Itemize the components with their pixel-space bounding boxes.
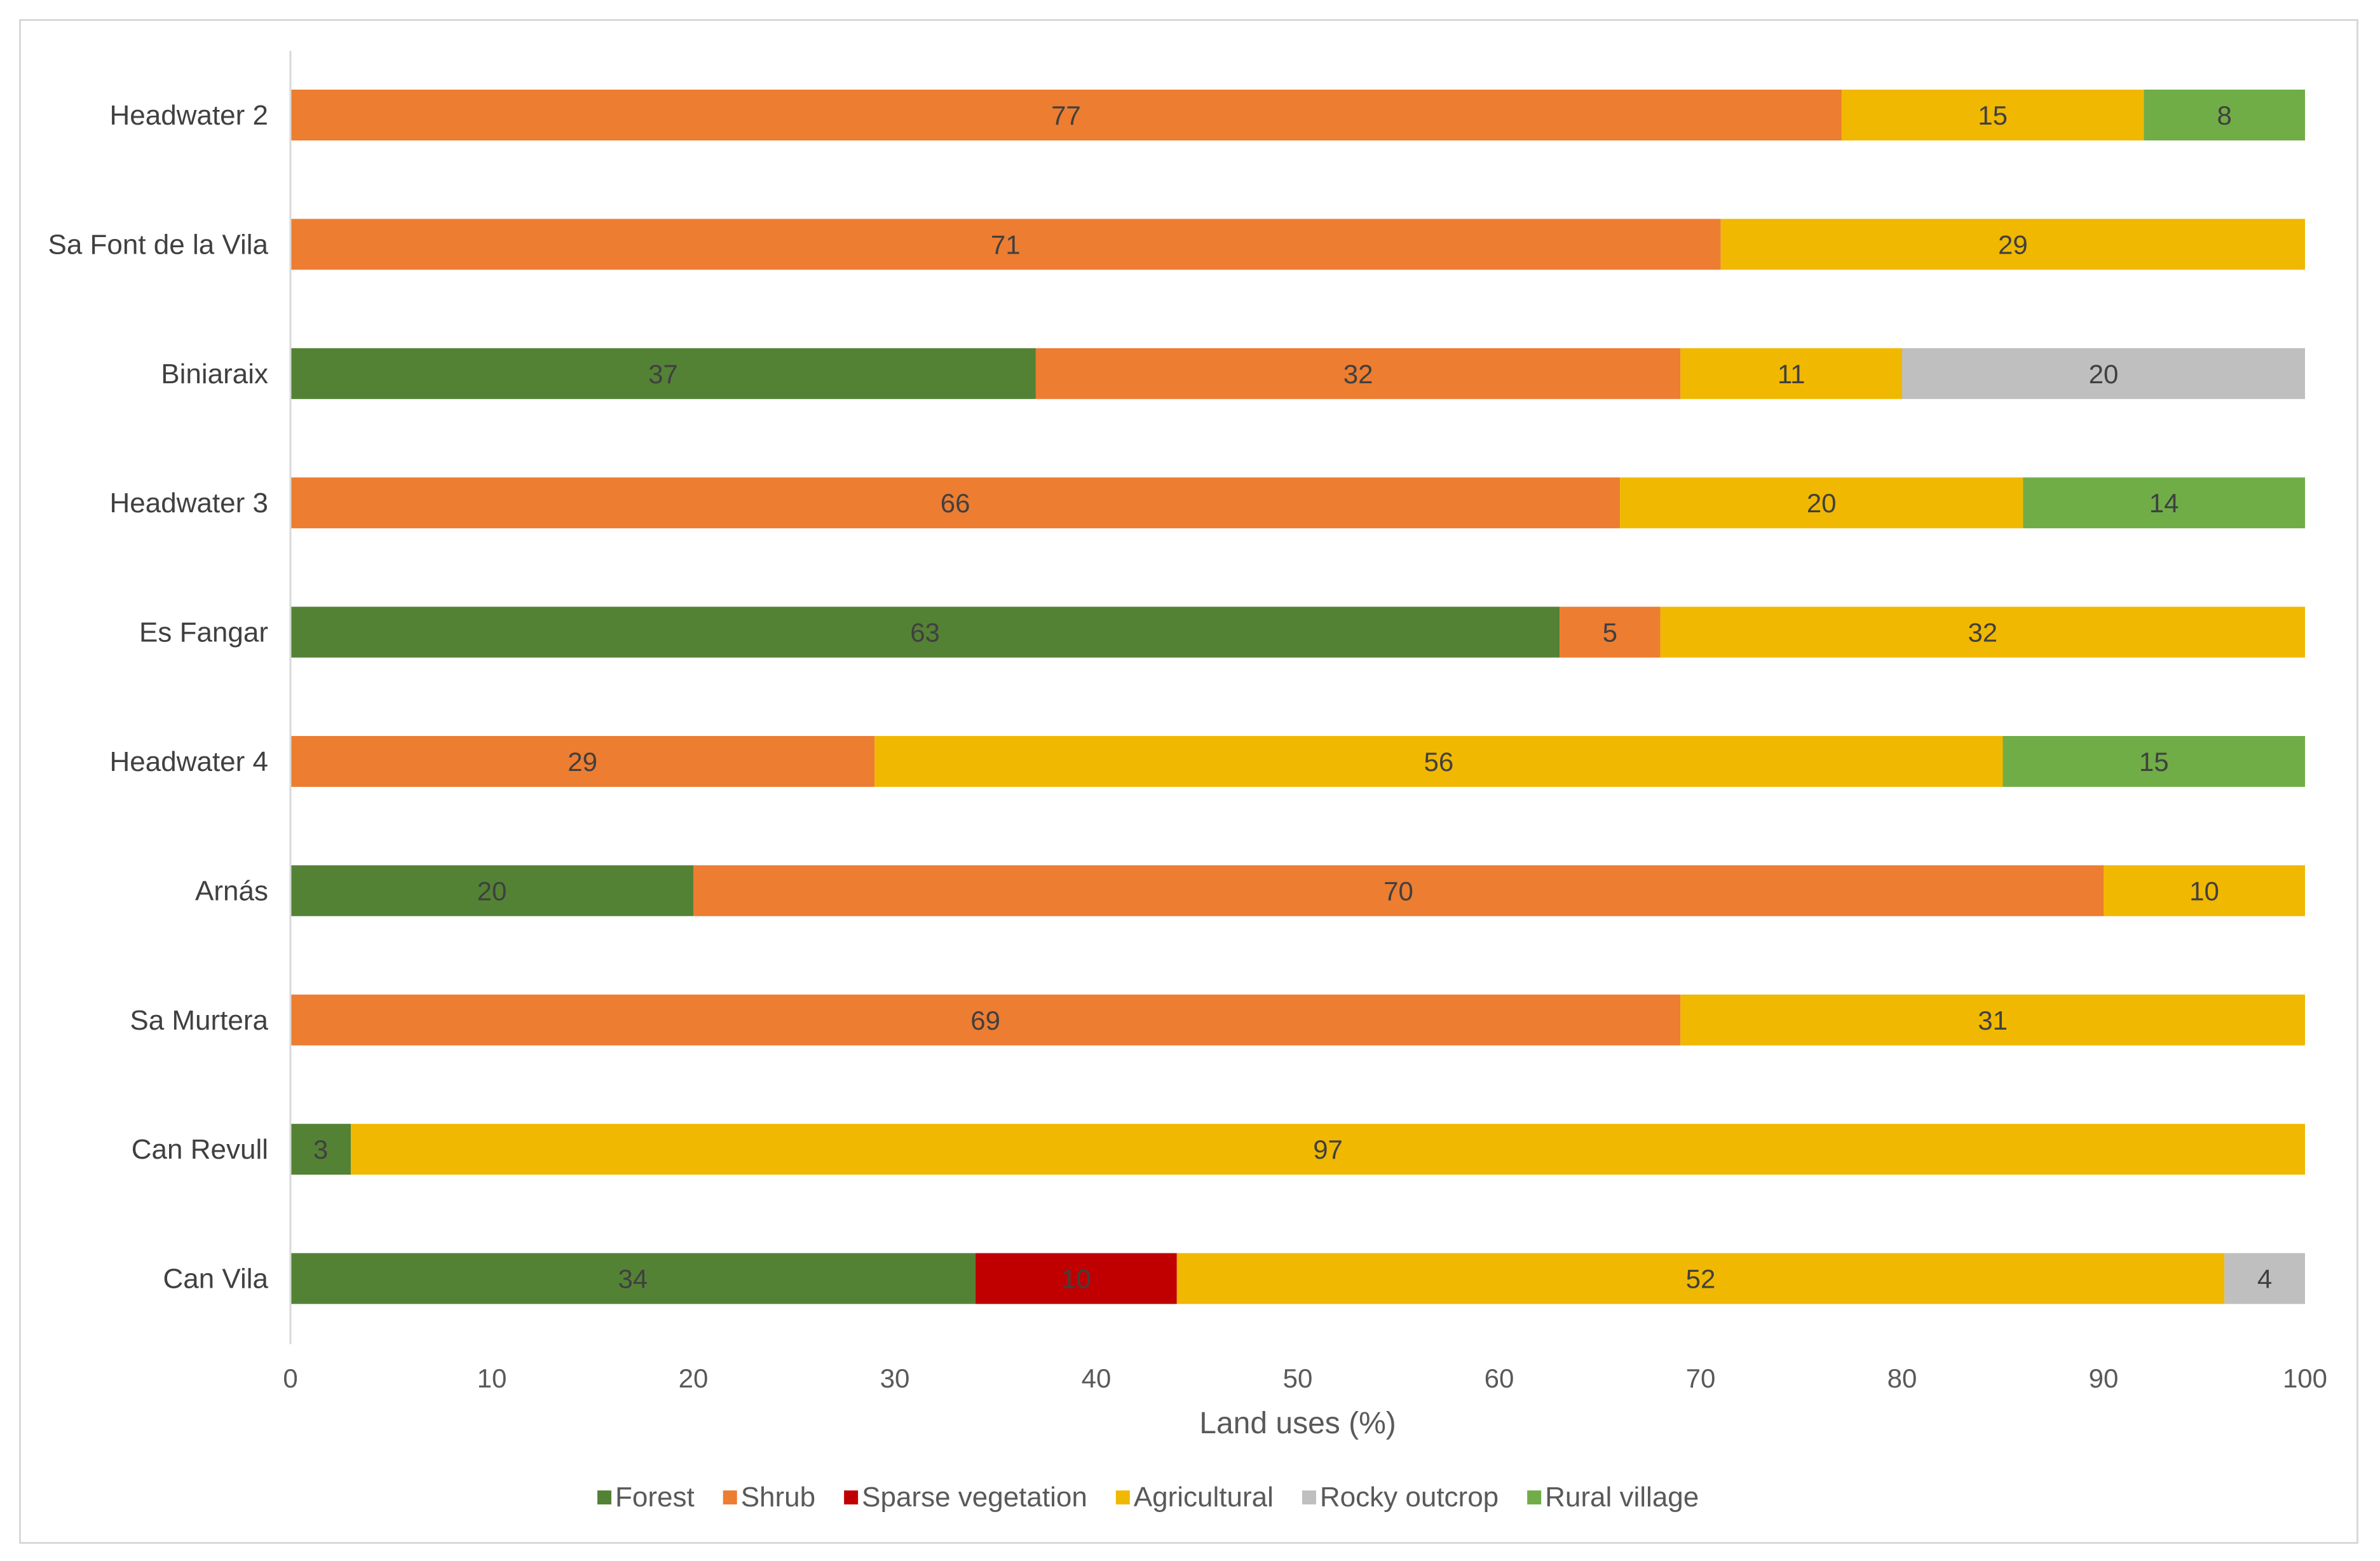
category-label-sa-font-de-la-vila: Sa Font de la Vila bbox=[48, 229, 268, 260]
legend-swatch-shrub bbox=[723, 1490, 737, 1504]
bar-segment-es-fangar-agricultural bbox=[1660, 606, 2305, 658]
bar-segment-headwater-3-rural-village bbox=[2023, 477, 2305, 529]
bar-segment-headwater-4-rural-village bbox=[2003, 736, 2305, 787]
legend-swatch-forest bbox=[597, 1490, 611, 1504]
category-label-headwater-4: Headwater 4 bbox=[110, 746, 268, 777]
data-label-can-vila-agricultural: 52 bbox=[1686, 1264, 1716, 1294]
legend-label-sparse-vegetation: Sparse vegetation bbox=[862, 1482, 1087, 1513]
bar-segment-es-fangar-forest bbox=[290, 606, 1560, 658]
bar-segment-headwater-3-shrub bbox=[290, 477, 1621, 529]
bar-segment-es-fangar-shrub bbox=[1560, 606, 1661, 658]
bar-segment-headwater-4-shrub bbox=[290, 736, 875, 787]
data-label-headwater-4-shrub: 29 bbox=[568, 747, 597, 777]
data-label-can-revull-agricultural: 97 bbox=[1313, 1135, 1343, 1164]
bar-segment-arnas-forest bbox=[290, 865, 693, 917]
data-label-can-vila-rocky-outcrop: 4 bbox=[2257, 1264, 2272, 1294]
category-label-headwater-3: Headwater 3 bbox=[110, 487, 268, 519]
x-tick-label-90: 90 bbox=[2089, 1363, 2119, 1393]
bar-segment-can-vila-rocky-outcrop bbox=[2224, 1253, 2305, 1304]
bar-segment-biniaraix-rocky-outcrop bbox=[1902, 348, 2305, 399]
x-axis-title: Land uses (%) bbox=[1199, 1407, 1396, 1440]
legend-swatch-sparse-vegetation bbox=[844, 1490, 859, 1504]
data-label-headwater-3-shrub: 66 bbox=[941, 488, 970, 518]
data-label-sa-font-de-la-vila-agricultural: 29 bbox=[1998, 229, 2028, 259]
legend-swatch-agricultural bbox=[1115, 1490, 1130, 1504]
data-label-biniaraix-forest: 37 bbox=[648, 359, 678, 389]
bar-segment-biniaraix-shrub bbox=[1035, 348, 1681, 399]
data-label-headwater-4-agricultural: 56 bbox=[1424, 747, 1454, 777]
legend-label-rural-village: Rural village bbox=[1545, 1482, 1699, 1513]
category-label-es-fangar: Es Fangar bbox=[139, 617, 268, 648]
data-label-sa-font-de-la-vila-shrub: 71 bbox=[991, 229, 1021, 259]
legend-swatch-rural-village bbox=[1527, 1490, 1542, 1504]
legend-swatch-rocky-outcrop bbox=[1302, 1490, 1316, 1504]
x-axis: 0 10 20 30 40 50 60 70 80 90 100 bbox=[283, 51, 2327, 1393]
data-label-can-vila-forest: 34 bbox=[618, 1264, 648, 1294]
data-label-can-revull-forest: 3 bbox=[313, 1135, 328, 1164]
bars-group: 77 15 8 71 29 37 32 11 20 66 20 14 63 5 32 29 56 15 20 70 10… bbox=[290, 90, 2305, 1304]
data-label-arnas-forest: 20 bbox=[477, 876, 507, 906]
data-label-can-vila-sparse-vegetation: 10 bbox=[1061, 1264, 1091, 1294]
category-label-can-revull: Can Revull bbox=[132, 1134, 268, 1165]
data-label-es-fangar-forest: 63 bbox=[910, 618, 940, 648]
x-tick-label-40: 40 bbox=[1082, 1363, 1112, 1393]
bar-segment-arnas-agricultural bbox=[2104, 865, 2305, 917]
data-label-sa-murtera-agricultural: 31 bbox=[1978, 1005, 2008, 1035]
bar-segment-sa-font-de-la-vila-shrub bbox=[290, 219, 1721, 270]
bar-segment-can-vila-agricultural bbox=[1176, 1253, 2225, 1304]
bar-segment-headwater-2-rural-village bbox=[2144, 90, 2305, 140]
bar-segment-sa-murtera-shrub bbox=[290, 994, 1681, 1046]
category-label-biniaraix: Biniaraix bbox=[161, 358, 268, 390]
data-label-es-fangar-agricultural: 32 bbox=[1968, 618, 1997, 648]
bar-segment-can-vila-sparse-vegetation bbox=[975, 1253, 1177, 1304]
data-label-headwater-3-rural-village: 14 bbox=[2149, 488, 2179, 518]
data-label-es-fangar-shrub: 5 bbox=[1603, 618, 1617, 648]
bar-segment-headwater-2-shrub bbox=[290, 90, 1842, 140]
data-label-headwater-2-shrub: 77 bbox=[1051, 100, 1081, 130]
legend: Forest Shrub Sparse vegetation Agricultural… bbox=[597, 1482, 1699, 1513]
data-label-headwater-2-rural-village: 8 bbox=[2217, 100, 2232, 130]
x-tick-label-60: 60 bbox=[1485, 1363, 1514, 1393]
data-label-biniaraix-shrub: 32 bbox=[1343, 359, 1373, 389]
bar-segment-can-revull-forest bbox=[290, 1124, 351, 1175]
legend-label-rocky-outcrop: Rocky outcrop bbox=[1320, 1482, 1499, 1513]
bar-segment-can-revull-agricultural bbox=[351, 1124, 2305, 1175]
data-label-biniaraix-rocky-outcrop: 20 bbox=[2089, 359, 2119, 389]
category-label-sa-murtera: Sa Murtera bbox=[130, 1005, 268, 1036]
x-tick-label-80: 80 bbox=[1887, 1363, 1917, 1393]
bar-segment-arnas-shrub bbox=[693, 865, 2104, 917]
x-tick-label-70: 70 bbox=[1686, 1363, 1716, 1393]
category-label-arnas: Arnás bbox=[195, 875, 268, 906]
bar-segment-headwater-2-agricultural bbox=[1841, 90, 2144, 140]
bar-segment-headwater-3-agricultural bbox=[1620, 477, 2023, 529]
bar-segment-headwater-4-agricultural bbox=[874, 736, 2003, 787]
bar-segment-sa-murtera-agricultural bbox=[1680, 994, 2305, 1046]
data-label-biniaraix-agricultural: 11 bbox=[1778, 359, 1805, 389]
x-tick-label-50: 50 bbox=[1283, 1363, 1313, 1393]
legend-label-forest: Forest bbox=[615, 1482, 695, 1513]
data-label-headwater-3-agricultural: 20 bbox=[1807, 488, 1837, 518]
x-tick-label-20: 20 bbox=[679, 1363, 709, 1393]
category-label-headwater-2: Headwater 2 bbox=[110, 100, 268, 131]
bar-segment-biniaraix-agricultural bbox=[1680, 348, 1902, 399]
data-label-arnas-shrub: 70 bbox=[1384, 876, 1413, 906]
legend-label-agricultural: Agricultural bbox=[1134, 1482, 1274, 1513]
x-tick-label-100: 100 bbox=[2283, 1363, 2327, 1393]
data-label-sa-murtera-shrub: 69 bbox=[970, 1005, 1000, 1035]
bar-segment-can-vila-forest bbox=[290, 1253, 976, 1304]
x-tick-label-0: 0 bbox=[283, 1363, 297, 1393]
category-label-can-vila: Can Vila bbox=[163, 1264, 268, 1295]
category-labels: Headwater 2 Sa Font de la Vila Biniaraix He… bbox=[48, 100, 268, 1295]
data-label-headwater-4-rural-village: 15 bbox=[2139, 747, 2169, 777]
data-label-arnas-agricultural: 10 bbox=[2189, 876, 2219, 906]
bar-segment-sa-font-de-la-vila-agricultural bbox=[1720, 219, 2305, 270]
legend-label-shrub: Shrub bbox=[741, 1482, 815, 1513]
x-tick-label-10: 10 bbox=[477, 1363, 507, 1393]
x-tick-label-30: 30 bbox=[880, 1363, 910, 1393]
bar-segment-biniaraix-forest bbox=[290, 348, 1036, 399]
data-label-headwater-2-agricultural: 15 bbox=[1978, 100, 2008, 130]
